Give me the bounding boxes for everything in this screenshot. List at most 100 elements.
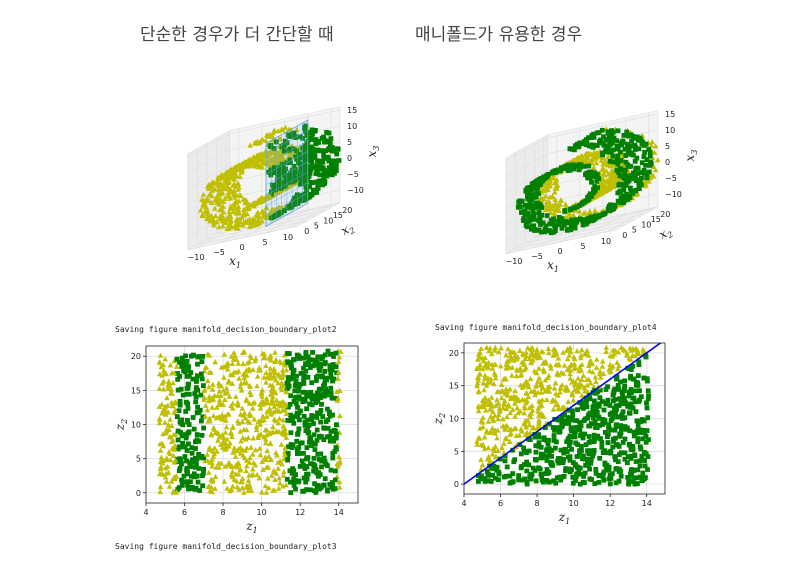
point-square [632, 481, 638, 487]
point-square [180, 422, 186, 428]
point-square [191, 471, 197, 477]
point-triangle [578, 347, 585, 353]
point-triangle [615, 349, 622, 355]
point-square [319, 434, 324, 439]
plane-grid-line [265, 171, 308, 196]
point-square [577, 427, 583, 433]
point-square [646, 147, 652, 152]
point-square [297, 396, 303, 402]
point-triangle [228, 429, 234, 435]
point-triangle [237, 428, 244, 434]
point-square [482, 476, 487, 481]
point-triangle [202, 458, 208, 464]
point-square [284, 476, 290, 482]
point-triangle [254, 211, 260, 217]
tick-label-y: 5 [136, 455, 141, 464]
point-triangle [273, 356, 279, 362]
point-square [189, 445, 195, 451]
point-square [605, 431, 611, 437]
point-square [526, 436, 532, 442]
point-square [328, 467, 334, 473]
point-square [616, 182, 622, 188]
point-triangle [243, 367, 250, 373]
point-square [277, 169, 283, 175]
point-triangle [599, 363, 606, 369]
point-triangle [557, 197, 564, 203]
point-triangle [489, 365, 496, 371]
point-triangle [514, 366, 520, 372]
point-square [314, 394, 320, 399]
point-triangle [478, 345, 484, 351]
point-triangle [244, 163, 250, 169]
point-square [306, 130, 312, 135]
point-triangle [216, 397, 223, 403]
point-triangle [263, 205, 270, 211]
point-triangle [267, 382, 273, 388]
point-triangle [218, 383, 224, 389]
point-triangle [562, 201, 569, 207]
point-square [315, 147, 321, 153]
point-triangle [337, 348, 344, 354]
point-triangle [275, 459, 281, 465]
point-square [185, 368, 191, 373]
point-square [533, 443, 539, 449]
tick-label-y: 15 [651, 215, 661, 224]
point-square [622, 450, 628, 456]
point-square [526, 214, 532, 220]
point-square [590, 144, 596, 150]
point-square [642, 430, 648, 436]
point-triangle [498, 395, 505, 401]
point-square [188, 473, 194, 479]
point-square [627, 441, 632, 447]
point-square [575, 407, 580, 413]
point-square [297, 451, 303, 456]
point-square [300, 389, 306, 395]
point-triangle [528, 388, 534, 394]
point-square [298, 371, 304, 376]
point-square [617, 433, 623, 439]
caption-plot2: Saving figure manifold_decision_boundary… [115, 325, 337, 334]
point-triangle [480, 358, 487, 364]
point-triangle [250, 366, 256, 372]
point-square [537, 219, 543, 225]
point-square [308, 154, 313, 159]
point-triangle [484, 379, 491, 385]
point-triangle [279, 387, 285, 393]
point-triangle [234, 464, 241, 470]
point-square [292, 168, 298, 173]
point-triangle [570, 392, 576, 398]
point-triangle [474, 380, 481, 386]
point-triangle [271, 467, 277, 473]
point-triangle [255, 221, 261, 227]
point-triangle [235, 204, 242, 210]
point-square [619, 142, 624, 148]
point-square [271, 146, 277, 151]
point-triangle [264, 447, 270, 454]
point-triangle [598, 157, 605, 163]
point-square [637, 388, 642, 394]
point-square [175, 377, 181, 382]
point-triangle [517, 408, 523, 414]
tick-label-z: −5 [665, 174, 677, 183]
point-square [293, 486, 298, 492]
tick-label-x: 6 [182, 508, 187, 517]
point-triangle [270, 429, 276, 435]
point-square [565, 220, 570, 226]
point-triangle [229, 360, 236, 366]
point-square [290, 369, 296, 375]
point-triangle [215, 174, 221, 180]
point-square [562, 209, 568, 214]
point-triangle [239, 418, 246, 424]
point-square [537, 466, 543, 472]
point-square [502, 453, 508, 459]
point-square [301, 355, 307, 361]
point-square [626, 393, 632, 399]
point-triangle [525, 393, 532, 400]
point-square [613, 424, 619, 429]
point-triangle [267, 365, 274, 371]
point-square [596, 414, 602, 420]
point-square [308, 487, 313, 493]
point-square [275, 176, 280, 182]
point-square [198, 371, 204, 377]
point-triangle [157, 360, 163, 366]
